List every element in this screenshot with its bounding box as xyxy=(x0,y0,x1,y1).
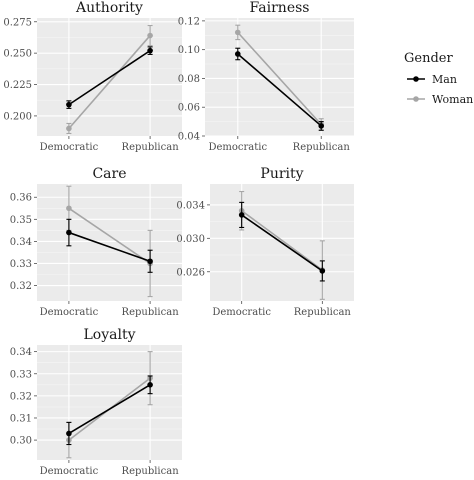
series-line-woman xyxy=(68,207,151,265)
data-point-woman-republican xyxy=(147,32,153,39)
y-tick-label: 0.06 xyxy=(178,103,200,114)
legend-key-point-woman xyxy=(413,96,419,102)
data-point-man-democratic xyxy=(66,430,72,437)
y-tick-label: 0.10 xyxy=(178,45,200,56)
legend-key-point-man xyxy=(413,76,419,82)
panel-background xyxy=(37,345,182,460)
panel-title: Loyalty xyxy=(84,327,136,343)
legend-label-woman: Woman xyxy=(432,93,473,106)
series-man xyxy=(66,375,153,446)
y-tick-label: 0.04 xyxy=(178,132,200,143)
series-man xyxy=(66,46,153,109)
y-tick-label: 0.31 xyxy=(10,413,32,424)
panel-background xyxy=(37,184,182,301)
y-tick-label: 0.32 xyxy=(10,391,32,402)
panel-purity: 0.026 0.030 0.034 Democratic Republican Purit… xyxy=(176,166,354,318)
x-tick-label-republican: Republican xyxy=(122,466,180,477)
series-line-man xyxy=(68,231,151,263)
y-tick-label: 0.34 xyxy=(10,237,32,248)
data-point-man-republican xyxy=(147,47,153,54)
series-line-man xyxy=(237,53,322,127)
series-line-woman xyxy=(241,210,323,271)
y-tick-label: 0.12 xyxy=(178,16,200,27)
legend-title: Gender xyxy=(404,51,453,66)
y-tick-label: 0.026 xyxy=(176,267,205,278)
y-tick-label: 0.32 xyxy=(10,281,32,292)
y-tick-label: 0.034 xyxy=(176,200,205,211)
y-tick-label: 0.33 xyxy=(10,259,32,270)
x-tick-label-republican: Republican xyxy=(122,307,180,318)
series-line-woman xyxy=(68,35,151,129)
series-woman xyxy=(66,24,153,135)
data-point-woman-democratic xyxy=(66,125,72,132)
data-point-man-republican xyxy=(319,268,326,274)
panel-title: Care xyxy=(92,166,126,182)
y-tick-label: 0.08 xyxy=(178,74,200,85)
x-tick-label-republican: Republican xyxy=(294,307,352,318)
series-line-man xyxy=(68,384,151,435)
data-point-man-republican xyxy=(147,258,153,265)
series-man xyxy=(234,47,325,131)
y-tick-label: 0.225 xyxy=(3,80,32,91)
data-point-man-democratic xyxy=(238,212,245,218)
legend-label-man: Man xyxy=(432,73,457,86)
data-point-man-democratic xyxy=(66,229,72,236)
series-man xyxy=(238,201,326,282)
panel-title: Purity xyxy=(260,166,303,182)
y-tick-label: 0.200 xyxy=(3,111,32,122)
x-tick-label-republican: Republican xyxy=(293,142,351,153)
data-point-woman-democratic xyxy=(234,29,241,36)
x-tick-label-democratic: Democratic xyxy=(40,466,99,477)
data-point-man-republican xyxy=(318,123,325,129)
x-tick-label-democratic: Democratic xyxy=(40,307,99,318)
panel-loyalty: 0.30 0.31 0.32 0.33 0.34 Democratic Republican… xyxy=(10,327,182,477)
legend-item-man: Man xyxy=(407,73,457,86)
chart-panels: 0.200 0.225 0.250 0.275 Democratic Republican… xyxy=(3,0,354,477)
x-tick-label-democratic: Democratic xyxy=(208,142,267,153)
y-tick-label: 0.275 xyxy=(3,17,32,28)
panel-title: Authority xyxy=(75,0,143,16)
y-tick-label: 0.30 xyxy=(10,436,32,447)
data-point-woman-democratic xyxy=(66,205,72,212)
panel-authority: 0.200 0.225 0.250 0.275 Democratic Republican… xyxy=(3,0,182,153)
series-line-man xyxy=(241,214,323,272)
legend-item-woman: Woman xyxy=(407,93,473,106)
y-tick-label: 0.34 xyxy=(10,347,32,358)
series-line-man xyxy=(68,49,151,106)
panel-fairness: 0.04 0.06 0.08 0.10 0.12 Democratic Republican… xyxy=(178,0,354,153)
y-tick-label: 0.33 xyxy=(10,369,32,380)
data-point-man-republican xyxy=(147,382,153,388)
legend: Gender Man Woman xyxy=(404,51,473,106)
panel-title: Fairness xyxy=(250,0,310,16)
series-man xyxy=(66,218,153,273)
panel-background xyxy=(205,18,354,136)
x-tick-label-republican: Republican xyxy=(122,142,180,153)
y-tick-label: 0.35 xyxy=(10,215,32,226)
data-point-man-democratic xyxy=(234,51,241,57)
y-tick-label: 0.030 xyxy=(176,234,205,245)
data-point-man-democratic xyxy=(66,101,72,108)
x-tick-label-democratic: Democratic xyxy=(40,142,99,153)
x-tick-label-democratic: Democratic xyxy=(212,307,271,318)
panel-care: 0.32 0.33 0.34 0.35 0.36 Democratic Republican… xyxy=(10,166,182,318)
series-line-woman xyxy=(237,31,322,126)
y-tick-label: 0.36 xyxy=(10,193,32,204)
y-tick-label: 0.250 xyxy=(3,49,32,60)
